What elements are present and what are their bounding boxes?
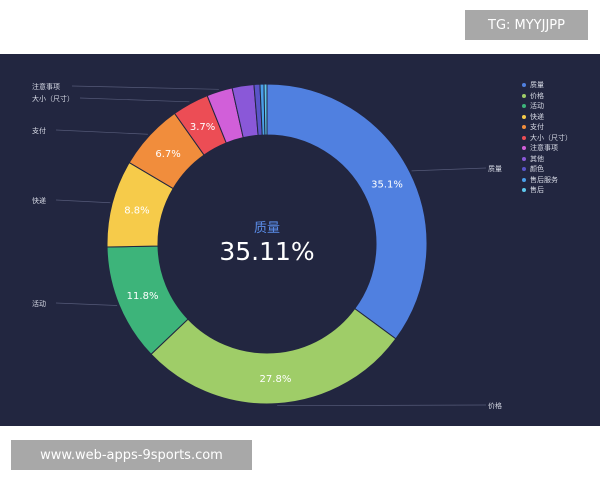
legend-label: 快递 [530, 112, 544, 121]
legend-item[interactable]: 支付 [522, 122, 572, 133]
slice-name-label: 活动 [32, 299, 46, 308]
legend-item[interactable]: 活动 [522, 101, 572, 112]
legend-dot-icon [522, 135, 526, 140]
slice-value-label: 11.8% [127, 291, 159, 302]
slice-value-label: 8.8% [124, 206, 149, 217]
legend-label: 其他 [530, 154, 544, 163]
donut-slice [263, 83, 268, 136]
donut-slices [106, 83, 428, 405]
watermark-site: www.web-apps-9sports.com [11, 440, 252, 470]
legend-item[interactable]: 其他 [522, 154, 572, 165]
legend-item[interactable]: 质量 [522, 80, 572, 91]
slice-name-label: 大小（尺寸） [32, 94, 74, 103]
legend-label: 支付 [530, 123, 544, 131]
slice-value-label: 6.7% [155, 149, 180, 160]
center-label: 质量 [254, 221, 280, 236]
legend-label: 大小（尺寸） [530, 133, 572, 142]
legend-item[interactable]: 快递 [522, 112, 572, 123]
watermark-tag: TG: MYYJJPP [465, 10, 588, 40]
leader-line [55, 302, 118, 306]
donut-slice [266, 83, 428, 340]
slice-name-label: 注意事项 [32, 82, 60, 91]
leader-line [55, 129, 148, 135]
leader-line [71, 85, 219, 90]
legend-dot-icon [522, 167, 526, 172]
legend-label: 注意事项 [530, 144, 558, 152]
slice-value-label: 3.7% [190, 122, 215, 133]
legend-dot-icon [522, 177, 526, 182]
slice-value-label: 27.8% [260, 374, 292, 385]
legend-label: 质量 [530, 81, 544, 89]
leader-line [411, 167, 487, 172]
legend-item[interactable]: 注意事项 [522, 143, 572, 154]
legend-item[interactable]: 售后服务 [522, 175, 572, 186]
legend-item[interactable]: 大小（尺寸） [522, 133, 572, 144]
legend-item[interactable]: 售后 [522, 185, 572, 196]
leader-line [79, 97, 190, 103]
legend-label: 价格 [530, 91, 544, 100]
legend-dot-icon [522, 146, 526, 151]
legend-dot-icon [522, 188, 526, 193]
legend-dot-icon [522, 93, 526, 98]
center-value: 35.11% [219, 237, 314, 266]
slice-name-label: 质量 [488, 164, 502, 173]
legend-item[interactable]: 颜色 [522, 164, 572, 175]
leader-line [55, 199, 111, 204]
slice-value-label: 35.1% [371, 179, 403, 190]
donut-slice [150, 307, 397, 405]
legend-dot-icon [522, 104, 526, 109]
slice-name-label: 支付 [32, 126, 46, 135]
legend-item[interactable]: 价格 [522, 91, 572, 102]
legend-dot-icon [522, 114, 526, 119]
legend-label: 售后服务 [530, 175, 558, 184]
legend-dot-icon [522, 83, 526, 88]
slice-name-label: 快递 [32, 196, 46, 205]
leader-lines [55, 85, 487, 407]
slice-name-label: 价格 [488, 401, 502, 410]
leader-line [277, 404, 487, 407]
slice-value-labels: 35.1% 27.8% 11.8% 8.8% 6.7% 3.7% [124, 122, 403, 385]
legend-dot-icon [522, 156, 526, 161]
legend-label: 颜色 [530, 165, 544, 173]
legend-dot-icon [522, 125, 526, 130]
legend-label: 活动 [530, 102, 544, 110]
legend: 质量价格活动快递支付大小（尺寸） 注意事项其他颜色售后服务售后 [522, 80, 572, 196]
legend-label: 售后 [530, 186, 544, 194]
